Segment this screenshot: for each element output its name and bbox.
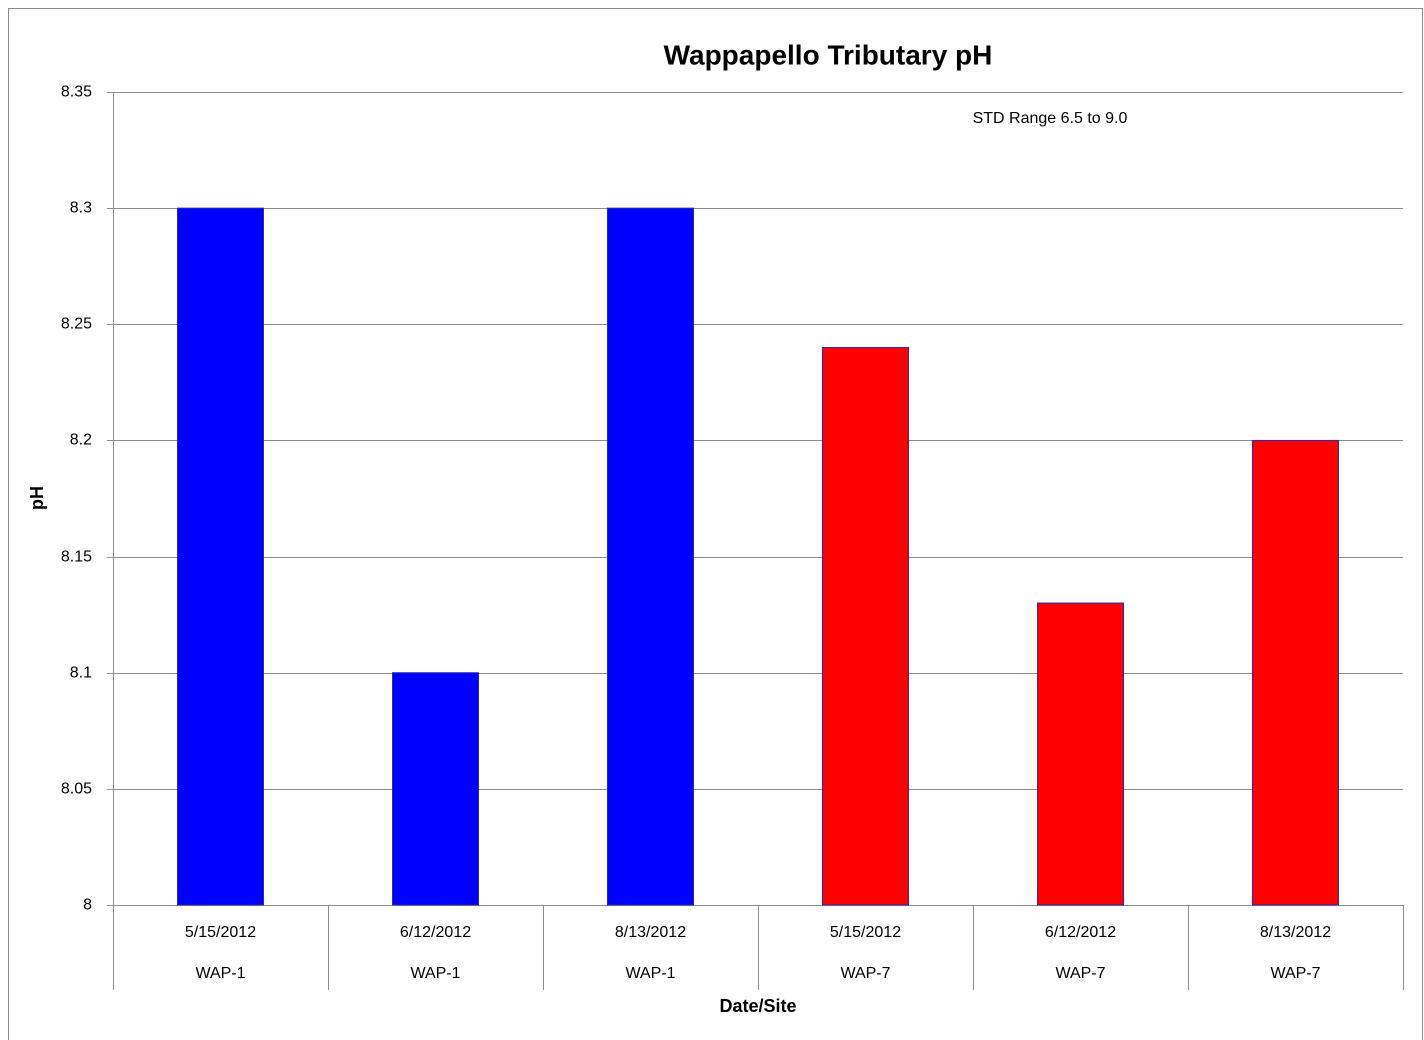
bar — [1037, 602, 1124, 906]
y-tick-label: 8.05 — [61, 781, 92, 798]
x-tick-label: 8/13/2012 — [615, 924, 686, 941]
y-tick-label: 8 — [83, 897, 92, 914]
x-tick-label: 6/12/2012 — [400, 924, 471, 941]
y-tick-label: 8.1 — [70, 665, 92, 682]
x-tick-label: 5/15/2012 — [830, 924, 901, 941]
x-group-label: WAP-7 — [1055, 965, 1105, 982]
y-tick-label: 8.25 — [61, 316, 92, 333]
chart-title: Wappapello Tributary pH — [664, 39, 993, 70]
x-group-label: WAP-7 — [1270, 965, 1320, 982]
x-group-label: WAP-1 — [410, 965, 460, 982]
y-tick-label: 8.3 — [70, 200, 92, 217]
x-group-label: WAP-1 — [625, 965, 675, 982]
y-tick-label: 8.35 — [61, 84, 92, 101]
x-group-label: WAP-7 — [840, 965, 890, 982]
bar — [1252, 439, 1339, 906]
y-tick-label: 8.2 — [70, 432, 92, 449]
x-tick-label: 5/15/2012 — [185, 924, 256, 941]
bar — [392, 672, 479, 906]
x-group-label: WAP-1 — [195, 965, 245, 982]
annotation: STD Range 6.5 to 9.0 — [973, 110, 1128, 127]
bar — [607, 207, 694, 906]
y-tick-label: 8.15 — [61, 549, 92, 566]
bar — [177, 207, 264, 906]
x-tick-label: 6/12/2012 — [1045, 924, 1116, 941]
x-tick-label: 8/13/2012 — [1260, 924, 1331, 941]
y-axis-label: pH — [27, 486, 47, 510]
bar — [822, 347, 909, 906]
x-axis-label: Date/Site — [719, 996, 796, 1016]
